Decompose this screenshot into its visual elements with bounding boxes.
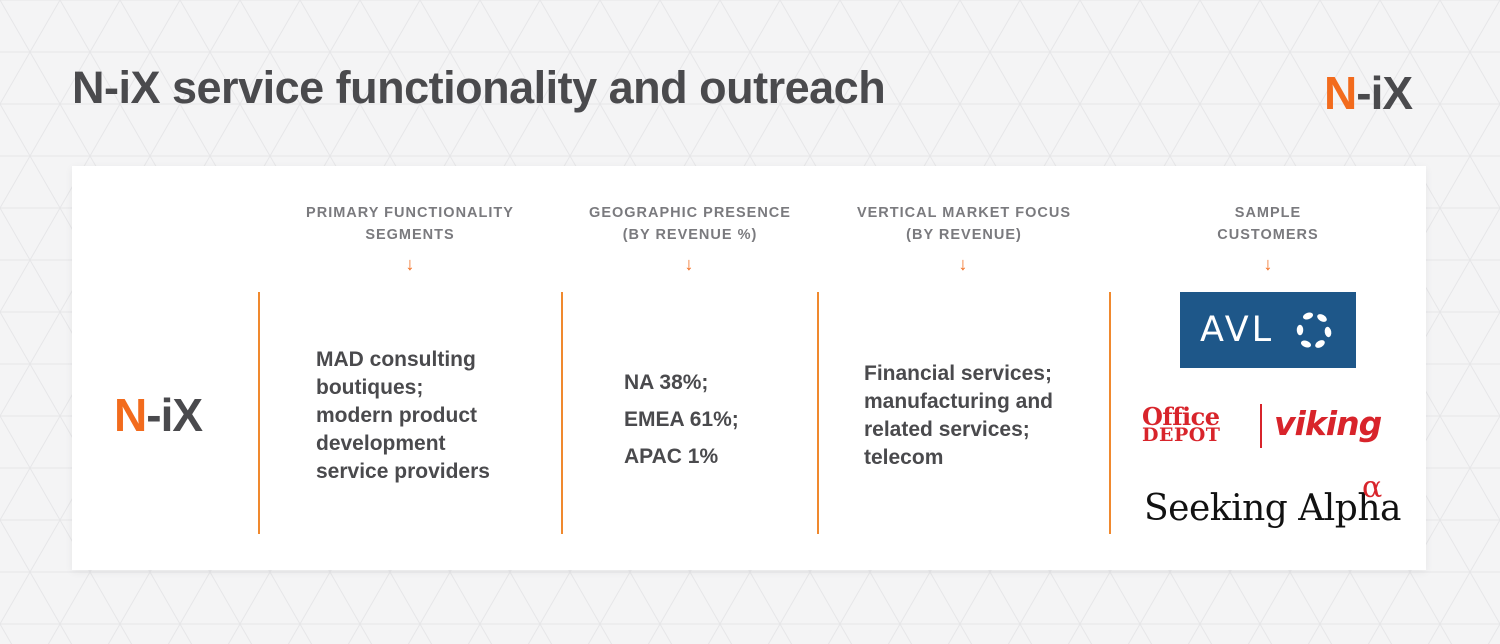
column-divider [1109,292,1111,534]
vertical-text: Financial services; manufacturing and re… [864,362,1054,469]
avl-mark-icon [1295,310,1333,350]
column-header-functionality: PRIMARY FUNCTIONALITY SEGMENTS [306,205,514,243]
column-header-vertical: VERTICAL MARKET FOCUS (BY REVENUE) [856,205,1072,243]
column-header-geography: GEOGRAPHIC PRESENCE (BY REVENUE %) [589,205,791,243]
overview-panel: PRIMARY FUNCTIONALITY SEGMENTS GEOGRAPHI… [72,166,1426,570]
n-ix-logo[interactable]: N-iX [1324,67,1413,119]
column-divider [817,292,819,534]
column-divider [258,292,260,534]
arrow-down-icon: ↓ [684,254,694,274]
logo-separator [1260,404,1262,448]
company-logo: N-iX [114,389,203,441]
functionality-text: MAD consulting boutiques; modern product… [316,348,490,483]
arrow-down-icon: ↓ [405,254,415,274]
arrow-down-icon: ↓ [1263,254,1273,274]
avl-logo: AVL [1180,292,1356,368]
column-divider [561,292,563,534]
page-title: N-iX service functionality and outreach [72,62,886,113]
arrow-down-icon: ↓ [958,254,968,274]
geography-text: NA 38%; EMEA 61%; APAC 1% [624,371,739,468]
office-depot-viking-logo: Office DEPOT viking [1142,402,1382,448]
column-header-customers: SAMPLE CUSTOMERS [1217,205,1319,243]
